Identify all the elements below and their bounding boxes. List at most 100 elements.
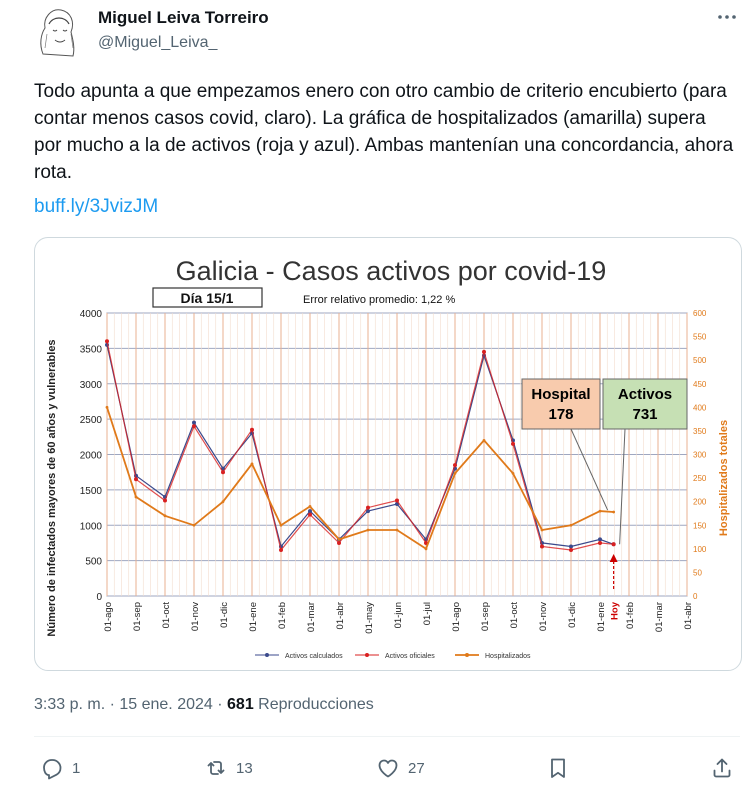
y2-tick-label: 150 — [693, 521, 707, 530]
author-name[interactable]: Miguel Leiva Torreiro — [98, 8, 269, 27]
data-point-1 — [221, 470, 225, 475]
data-point-2 — [395, 528, 399, 532]
data-point-2 — [308, 504, 312, 508]
x-tick-label: 01-sep — [480, 602, 491, 631]
share-icon — [713, 758, 731, 778]
data-point-1 — [395, 498, 399, 503]
y-tick-label: 500 — [85, 557, 102, 568]
x-tick-label: 01-sep — [132, 602, 143, 631]
activos-value: 731 — [632, 406, 657, 423]
data-point-2 — [569, 523, 573, 527]
chart-image[interactable]: Galicia - Casos activos por covid-19 Día… — [34, 237, 742, 671]
more-icon[interactable] — [716, 6, 738, 33]
data-point-1 — [511, 441, 515, 446]
y2-tick-label: 550 — [693, 333, 707, 342]
reply-icon — [43, 759, 62, 780]
legend-marker — [365, 653, 369, 657]
y-tick-label: 1000 — [80, 521, 103, 532]
data-point-2 — [337, 538, 341, 541]
chart-series — [105, 339, 616, 553]
today-arrow — [609, 554, 618, 562]
avatar[interactable] — [33, 4, 79, 58]
x-tick-label: 01-mar — [654, 602, 665, 632]
chart-annotations: Hospital 178 Activos 731 — [521, 378, 688, 590]
y-tick-label: 0 — [96, 592, 102, 603]
y2-tick-label: 400 — [693, 403, 707, 412]
x-tick-label: 01-feb — [625, 602, 636, 629]
like-icon — [378, 759, 398, 778]
retweet-count: 13 — [236, 759, 253, 777]
like-button[interactable]: 27 — [376, 756, 425, 780]
chart-title: Galicia - Casos activos por covid-19 — [176, 256, 607, 286]
data-point-0 — [192, 420, 196, 425]
data-point-2 — [540, 528, 544, 532]
data-point-2 — [192, 523, 196, 527]
data-point-2 — [163, 514, 167, 518]
author-handle[interactable]: @Miguel_Leiva_ — [98, 34, 218, 51]
data-point-0 — [308, 509, 312, 514]
chart: Galicia - Casos activos por covid-19 Día… — [46, 256, 730, 660]
y2-tick-label: 600 — [693, 309, 707, 318]
data-point-2 — [612, 510, 616, 514]
reply-button[interactable]: 1 — [40, 756, 80, 780]
y2-tick-label: 200 — [693, 498, 707, 507]
data-point-2 — [250, 462, 254, 466]
data-point-1 — [337, 540, 341, 545]
data-point-1 — [163, 498, 167, 503]
legend-marker — [465, 653, 469, 657]
activos-pointer — [619, 428, 626, 545]
x-tick-label: 01-abr — [335, 602, 346, 629]
y-tick-label: 4000 — [80, 309, 103, 320]
hospital-box — [521, 378, 601, 430]
x-tick-label: 01-ago — [451, 602, 462, 632]
data-point-2 — [482, 438, 486, 442]
tweet-link[interactable]: buff.ly/3JvizJM — [34, 196, 159, 217]
y2-axis-label: Hospitalizados totales — [718, 420, 730, 536]
day-label-box — [152, 287, 263, 308]
data-point-1 — [482, 349, 486, 354]
x-tick-label: 01-may — [364, 602, 375, 634]
y2-tick-label: 450 — [693, 380, 707, 389]
bookmark-button[interactable] — [546, 756, 570, 780]
y-tick-label: 3500 — [80, 344, 103, 355]
activos-box — [602, 378, 688, 430]
views-count: 681 — [227, 696, 254, 713]
x-tick-label: 01-nov — [190, 602, 201, 631]
chart-grid — [106, 312, 688, 597]
data-point-2 — [279, 523, 283, 527]
data-point-1 — [250, 427, 254, 432]
x-tick-label: 01-oct — [161, 602, 172, 629]
data-point-1 — [105, 339, 109, 344]
data-point-2 — [598, 509, 602, 513]
data-point-2 — [105, 405, 109, 409]
reply-count: 1 — [72, 759, 81, 777]
tweet-time[interactable]: 3:33 p. m. · 15 ene. 2024 · — [34, 696, 228, 713]
data-point-1 — [611, 542, 616, 547]
views-label: Reproducciones — [253, 696, 374, 713]
x-tick-label: 01-dic — [219, 602, 230, 628]
y-tick-label: 2000 — [80, 451, 103, 462]
today-label: Hoy — [610, 601, 621, 620]
day-label: Día 15/1 — [181, 290, 234, 306]
data-point-2 — [366, 528, 370, 532]
data-point-2 — [511, 471, 515, 475]
data-point-1 — [279, 548, 283, 553]
x-tick-label: 01-ago — [103, 602, 114, 632]
data-point-2 — [134, 495, 138, 499]
data-point-0 — [366, 509, 370, 514]
like-count: 27 — [408, 759, 425, 777]
data-point-1 — [192, 424, 196, 429]
x-tick-label: 01-nov — [538, 602, 549, 631]
data-point-1 — [453, 463, 457, 468]
data-point-2 — [424, 547, 428, 551]
y-tick-label: 1500 — [80, 486, 103, 497]
y2-tick-label: 50 — [693, 568, 702, 577]
legend-marker — [265, 653, 269, 657]
retweet-button[interactable]: 13 — [204, 756, 253, 780]
data-point-2 — [453, 471, 457, 475]
x-tick-label: 01-jul — [422, 602, 433, 625]
data-point-1 — [308, 512, 312, 517]
data-point-0 — [598, 537, 602, 542]
share-button[interactable] — [710, 756, 734, 780]
data-point-2 — [221, 500, 225, 504]
